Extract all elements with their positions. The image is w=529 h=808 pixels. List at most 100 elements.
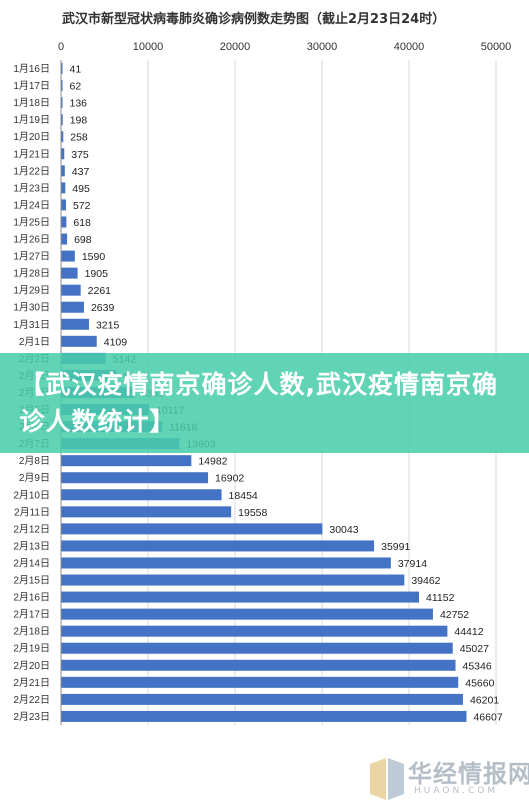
data-label: 37914 [398, 558, 427, 570]
bar [61, 267, 78, 279]
category-label: 2月21日 [13, 677, 50, 689]
category-label: 2月8日 [19, 455, 50, 467]
data-label: 45027 [460, 643, 489, 655]
category-label: 2月18日 [13, 626, 50, 638]
bar [61, 301, 84, 313]
bar [61, 97, 63, 109]
data-label: 41152 [426, 592, 455, 604]
bar [61, 625, 448, 637]
watermark-url: HUAON.COM [414, 786, 499, 796]
category-label: 1月30日 [13, 302, 50, 314]
category-label: 2月9日 [19, 472, 50, 484]
bar [61, 182, 66, 194]
category-label: 1月23日 [13, 182, 50, 194]
data-label: 375 [71, 149, 89, 161]
data-label: 18454 [229, 490, 258, 502]
category-label: 2月1日 [19, 336, 50, 348]
x-tick-label: 30000 [307, 41, 338, 53]
data-label: 3215 [96, 319, 120, 331]
data-label: 16902 [215, 473, 244, 485]
watermark-name: 华经情报网 [408, 760, 529, 788]
data-label: 437 [72, 166, 90, 178]
bar [61, 216, 67, 228]
watermark-logo-icon [370, 758, 404, 800]
data-label: 4109 [104, 336, 128, 348]
bar [61, 318, 89, 330]
bar [61, 693, 463, 705]
bar [61, 199, 66, 211]
category-label: 2月17日 [13, 609, 50, 621]
category-label: 2月12日 [13, 523, 50, 535]
bar [61, 489, 222, 501]
bar [61, 80, 63, 92]
data-label: 44412 [454, 626, 483, 638]
data-label: 46201 [470, 694, 499, 706]
category-label: 1月20日 [13, 131, 50, 143]
category-label: 2月19日 [13, 643, 50, 655]
data-label: 572 [73, 200, 91, 212]
bar [61, 642, 453, 654]
category-label: 1月19日 [13, 114, 50, 126]
category-label: 1月24日 [13, 199, 50, 211]
bar [61, 676, 459, 688]
data-label: 1590 [82, 251, 106, 263]
x-tick-label: 50000 [481, 41, 512, 53]
category-label: 2月15日 [13, 575, 50, 587]
data-label: 62 [70, 81, 82, 93]
bar [61, 335, 97, 347]
data-label: 46607 [473, 711, 502, 723]
category-label: 2月20日 [13, 660, 50, 672]
data-label: 198 [70, 115, 88, 127]
watermark: 华经情报网 HUAON.COM [362, 752, 529, 806]
category-label: 1月28日 [13, 268, 50, 280]
data-label: 41 [70, 64, 82, 76]
category-label: 1月27日 [13, 251, 50, 263]
category-label: 2月13日 [13, 540, 50, 552]
data-label: 42752 [440, 609, 469, 621]
bar [61, 574, 405, 586]
bar [61, 591, 420, 603]
category-label: 2月14日 [13, 557, 50, 569]
bar [61, 523, 323, 535]
bar [61, 557, 391, 569]
category-label: 2月16日 [13, 592, 50, 604]
bar [61, 659, 456, 671]
category-label: 2月10日 [13, 489, 50, 501]
data-label: 136 [70, 98, 88, 110]
category-label: 2月23日 [13, 711, 50, 723]
bar [61, 165, 65, 177]
bar [61, 472, 209, 484]
x-axis-ticks: 0 10000 20000 30000 40000 50000 [58, 41, 511, 53]
data-label: 45346 [463, 660, 492, 672]
bar [61, 455, 192, 467]
headline-text: 【武汉疫情南京确诊人数,武汉疫情南京确诊人数统计】 [19, 370, 498, 436]
data-label: 35991 [381, 541, 410, 553]
category-label: 1月16日 [13, 63, 50, 75]
data-label: 39462 [411, 575, 440, 587]
category-label: 1月22日 [13, 165, 50, 177]
bar [61, 608, 433, 620]
bar [61, 114, 63, 126]
bar [61, 710, 467, 722]
data-label: 1905 [85, 268, 109, 280]
bar [61, 63, 63, 75]
data-label: 698 [74, 234, 92, 246]
data-label: 14982 [198, 456, 227, 468]
category-label: 1月29日 [13, 285, 50, 297]
headline-banner: 【武汉疫情南京确诊人数,武汉疫情南京确诊人数统计】 [0, 353, 529, 453]
category-label: 1月18日 [13, 97, 50, 109]
x-tick-label: 40000 [394, 41, 425, 53]
data-label: 495 [72, 183, 90, 195]
bar [61, 131, 64, 143]
category-label: 1月25日 [13, 216, 50, 228]
data-label: 45660 [465, 677, 494, 689]
category-label: 1月31日 [13, 319, 50, 331]
bar [61, 540, 375, 552]
x-tick-label: 10000 [133, 41, 164, 53]
data-label: 2639 [91, 302, 115, 314]
category-label: 2月11日 [14, 506, 50, 518]
data-label: 2261 [88, 285, 112, 297]
chart-title: 武汉市新型冠状病毒肺炎确诊病例数走势图（截止2月23日24时） [62, 11, 445, 27]
data-label: 19558 [238, 507, 267, 519]
category-label: 1月21日 [13, 148, 50, 160]
